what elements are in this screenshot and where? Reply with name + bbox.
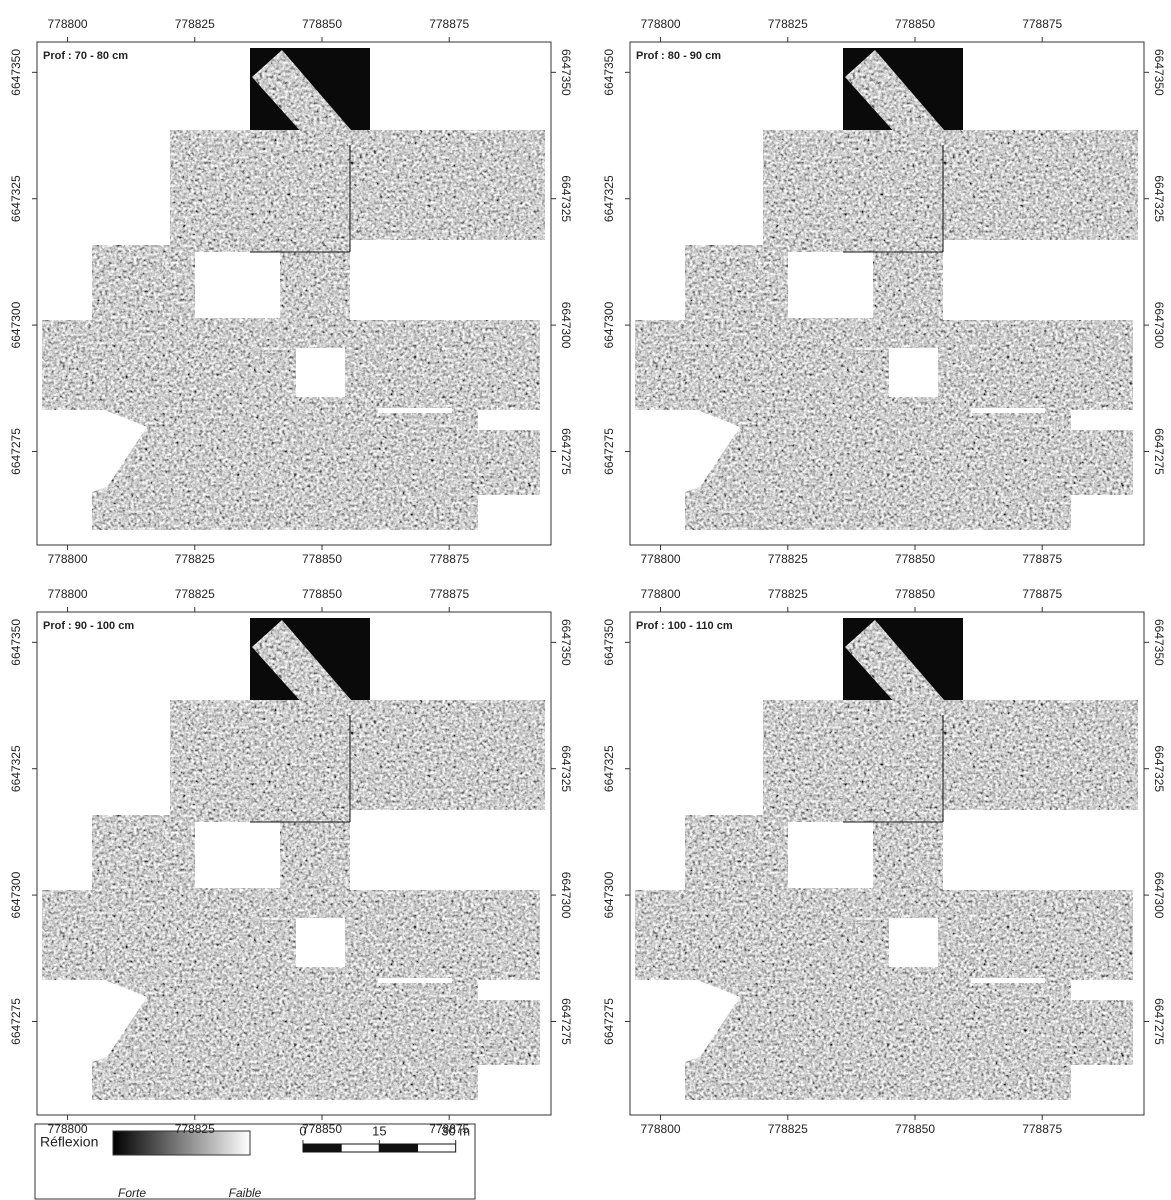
x-tick-label: 778800 — [641, 1122, 681, 1136]
y-tick-label: 6647300 — [1152, 872, 1166, 919]
x-tick-label: 778800 — [641, 17, 681, 31]
gpr-slice — [635, 618, 1138, 1100]
map-panel: Prof : 80 - 90 cm 778800 778800 778825 77882… — [602, 17, 1166, 566]
panel-title: Prof : 80 - 90 cm — [636, 50, 721, 62]
x-tick-label: 778850 — [895, 552, 935, 566]
y-tick-label: 6647300 — [9, 301, 23, 348]
y-tick-label: 6647325 — [602, 175, 616, 222]
y-tick-label: 6647275 — [1152, 998, 1166, 1045]
y-tick-label: 6647275 — [559, 428, 573, 475]
x-tick-label: 778850 — [895, 17, 935, 31]
x-tick-label: 778825 — [768, 17, 808, 31]
x-tick-label: 778875 — [1022, 1122, 1062, 1136]
y-tick-label: 6647275 — [559, 998, 573, 1045]
y-tick-label: 6647275 — [9, 998, 23, 1045]
y-tick-label: 6647325 — [559, 175, 573, 222]
y-tick-label: 6647350 — [602, 619, 616, 666]
x-tick-label: 778825 — [175, 1122, 215, 1136]
x-tick-label: 778850 — [302, 1122, 342, 1136]
scale-label: 30 m — [441, 1123, 470, 1138]
scale-segment — [302, 1143, 342, 1153]
y-tick-label: 6647350 — [9, 619, 23, 666]
y-tick-label: 6647325 — [9, 745, 23, 792]
x-tick-label: 778825 — [768, 1122, 808, 1136]
panel-frame — [36, 611, 552, 1116]
scale-label: 15 — [372, 1123, 386, 1138]
y-tick-label: 6647350 — [1152, 619, 1166, 666]
scale-segment — [417, 1143, 457, 1153]
map-panel: Prof : 100 - 110 cm 778800 778800 778825 778… — [602, 587, 1166, 1136]
y-tick-label: 6647300 — [602, 301, 616, 348]
legend-high: Faible — [229, 1186, 262, 1200]
x-tick-label: 778875 — [1022, 552, 1062, 566]
y-tick-label: 6647300 — [9, 871, 23, 918]
y-tick-label: 6647300 — [602, 871, 616, 918]
x-tick-label: 778825 — [175, 552, 215, 566]
x-tick-label: 778800 — [48, 1122, 88, 1136]
panel-frame — [629, 611, 1145, 1116]
x-tick-label: 778800 — [48, 17, 88, 31]
y-tick-label: 6647350 — [9, 49, 23, 96]
x-tick-label: 778800 — [641, 552, 681, 566]
y-tick-label: 6647325 — [1152, 175, 1166, 222]
map-panel: Prof : 70 - 80 cm 778800 778800 778825 77882… — [9, 17, 573, 566]
panel-frame — [36, 41, 552, 546]
panel-title: Prof : 90 - 100 cm — [43, 620, 134, 632]
gpr-slice — [42, 618, 545, 1100]
scale-label: 0 — [299, 1123, 306, 1138]
panel-frame — [629, 41, 1145, 546]
y-tick-label: 6647325 — [602, 745, 616, 792]
x-tick-label: 778825 — [175, 587, 215, 601]
x-tick-label: 778800 — [48, 552, 88, 566]
x-tick-label: 778825 — [175, 17, 215, 31]
x-tick-label: 778875 — [429, 587, 469, 601]
y-tick-label: 6647300 — [559, 872, 573, 919]
y-tick-label: 6647300 — [1152, 302, 1166, 349]
y-tick-label: 6647275 — [9, 428, 23, 475]
scale-segment — [340, 1143, 380, 1153]
legend-title: Réflexion — [40, 1134, 98, 1150]
y-tick-label: 6647275 — [602, 998, 616, 1045]
x-tick-label: 778875 — [1022, 17, 1062, 31]
x-tick-label: 778850 — [302, 17, 342, 31]
x-tick-label: 778850 — [895, 1122, 935, 1136]
y-tick-label: 6647325 — [9, 175, 23, 222]
x-tick-label: 778850 — [895, 587, 935, 601]
y-tick-label: 6647350 — [559, 49, 573, 96]
x-tick-label: 778800 — [48, 587, 88, 601]
y-tick-label: 6647350 — [1152, 49, 1166, 96]
panel-title: Prof : 70 - 80 cm — [43, 50, 128, 62]
x-tick-label: 778875 — [429, 17, 469, 31]
y-tick-label: 6647275 — [1152, 428, 1166, 475]
y-tick-label: 6647350 — [559, 619, 573, 666]
x-tick-label: 778800 — [641, 587, 681, 601]
scale-segment — [378, 1143, 419, 1153]
x-tick-label: 778825 — [768, 587, 808, 601]
y-tick-label: 6647350 — [602, 49, 616, 96]
panel-title: Prof : 100 - 110 cm — [636, 620, 733, 632]
gpr-slice — [42, 48, 545, 530]
x-tick-label: 778875 — [429, 1122, 469, 1136]
legend-box — [34, 1123, 476, 1200]
map-panel: Prof : 90 - 100 cm 778800 778800 778825 7788… — [9, 587, 573, 1136]
y-tick-label: 6647275 — [602, 428, 616, 475]
y-tick-label: 6647325 — [559, 745, 573, 792]
y-tick-label: 6647300 — [559, 302, 573, 349]
color-ramp — [112, 1130, 251, 1156]
x-tick-label: 778850 — [302, 552, 342, 566]
y-tick-label: 6647325 — [1152, 745, 1166, 792]
x-tick-label: 778850 — [302, 587, 342, 601]
x-tick-label: 778875 — [1022, 587, 1062, 601]
x-tick-label: 778875 — [429, 552, 469, 566]
gpr-slice — [635, 48, 1138, 530]
x-tick-label: 778825 — [768, 552, 808, 566]
legend-low: Forte — [118, 1186, 146, 1200]
